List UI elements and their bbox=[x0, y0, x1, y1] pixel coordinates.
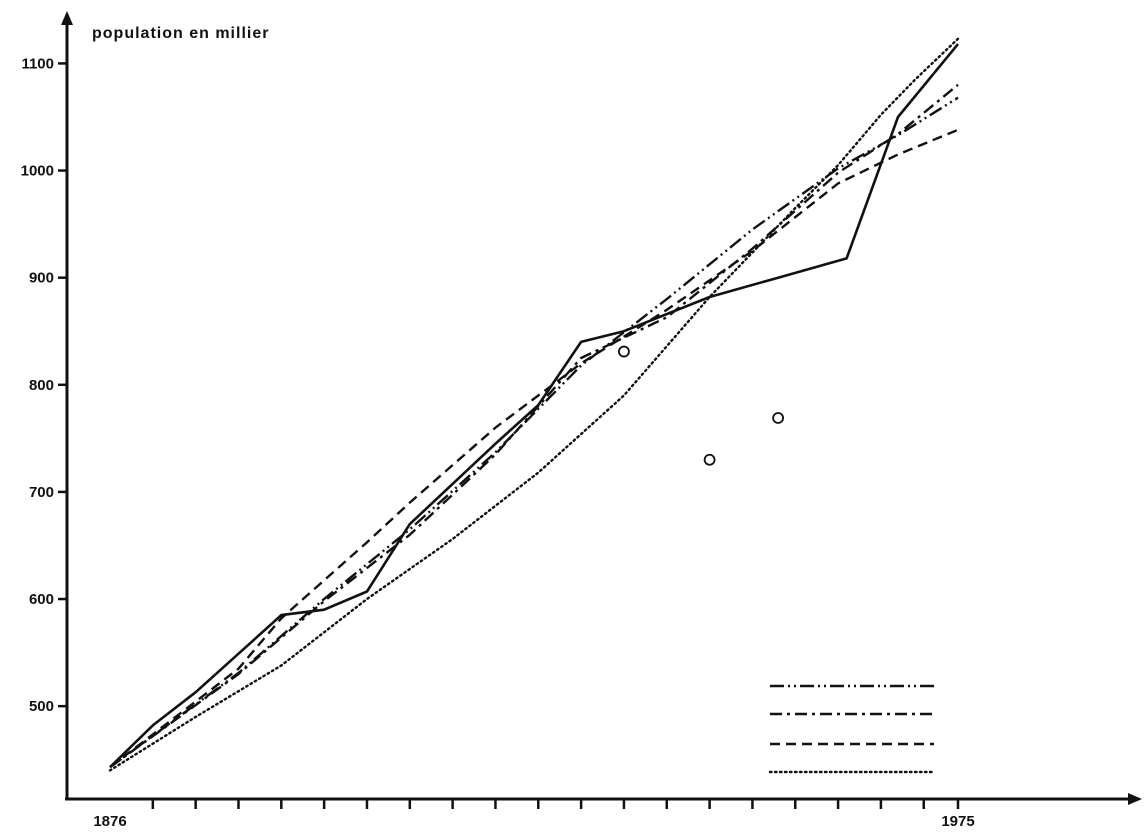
series-line-dash-dot bbox=[110, 85, 958, 767]
series-line-solid bbox=[110, 44, 958, 767]
legend bbox=[770, 686, 934, 772]
observed-points-layer bbox=[619, 347, 783, 465]
observed-point bbox=[619, 347, 629, 357]
y-tick-label: 700 bbox=[29, 484, 54, 501]
x-tick-label: 1876 bbox=[93, 813, 126, 830]
y-tick-label: 500 bbox=[29, 698, 54, 715]
series-line-dash-dot-dot bbox=[110, 98, 958, 768]
x-tick-label: 1975 bbox=[941, 813, 974, 830]
series-line-dashed bbox=[110, 130, 958, 767]
y-tick-label: 900 bbox=[29, 270, 54, 287]
series-layer bbox=[110, 39, 958, 771]
x-axis-ticks: 1876 1975 bbox=[93, 799, 974, 830]
observed-point bbox=[705, 455, 715, 465]
y-tick-label: 1000 bbox=[21, 163, 54, 180]
observed-point bbox=[773, 413, 783, 423]
y-tick-label: 800 bbox=[29, 377, 54, 394]
y-axis-ticks: 500 600 700 800 900 1000 1100 bbox=[21, 55, 67, 715]
series-line-dotted bbox=[110, 39, 958, 771]
y-tick-label: 600 bbox=[29, 591, 54, 608]
y-tick-label: 1100 bbox=[21, 55, 54, 72]
y-axis-title: population en millier bbox=[92, 25, 269, 42]
